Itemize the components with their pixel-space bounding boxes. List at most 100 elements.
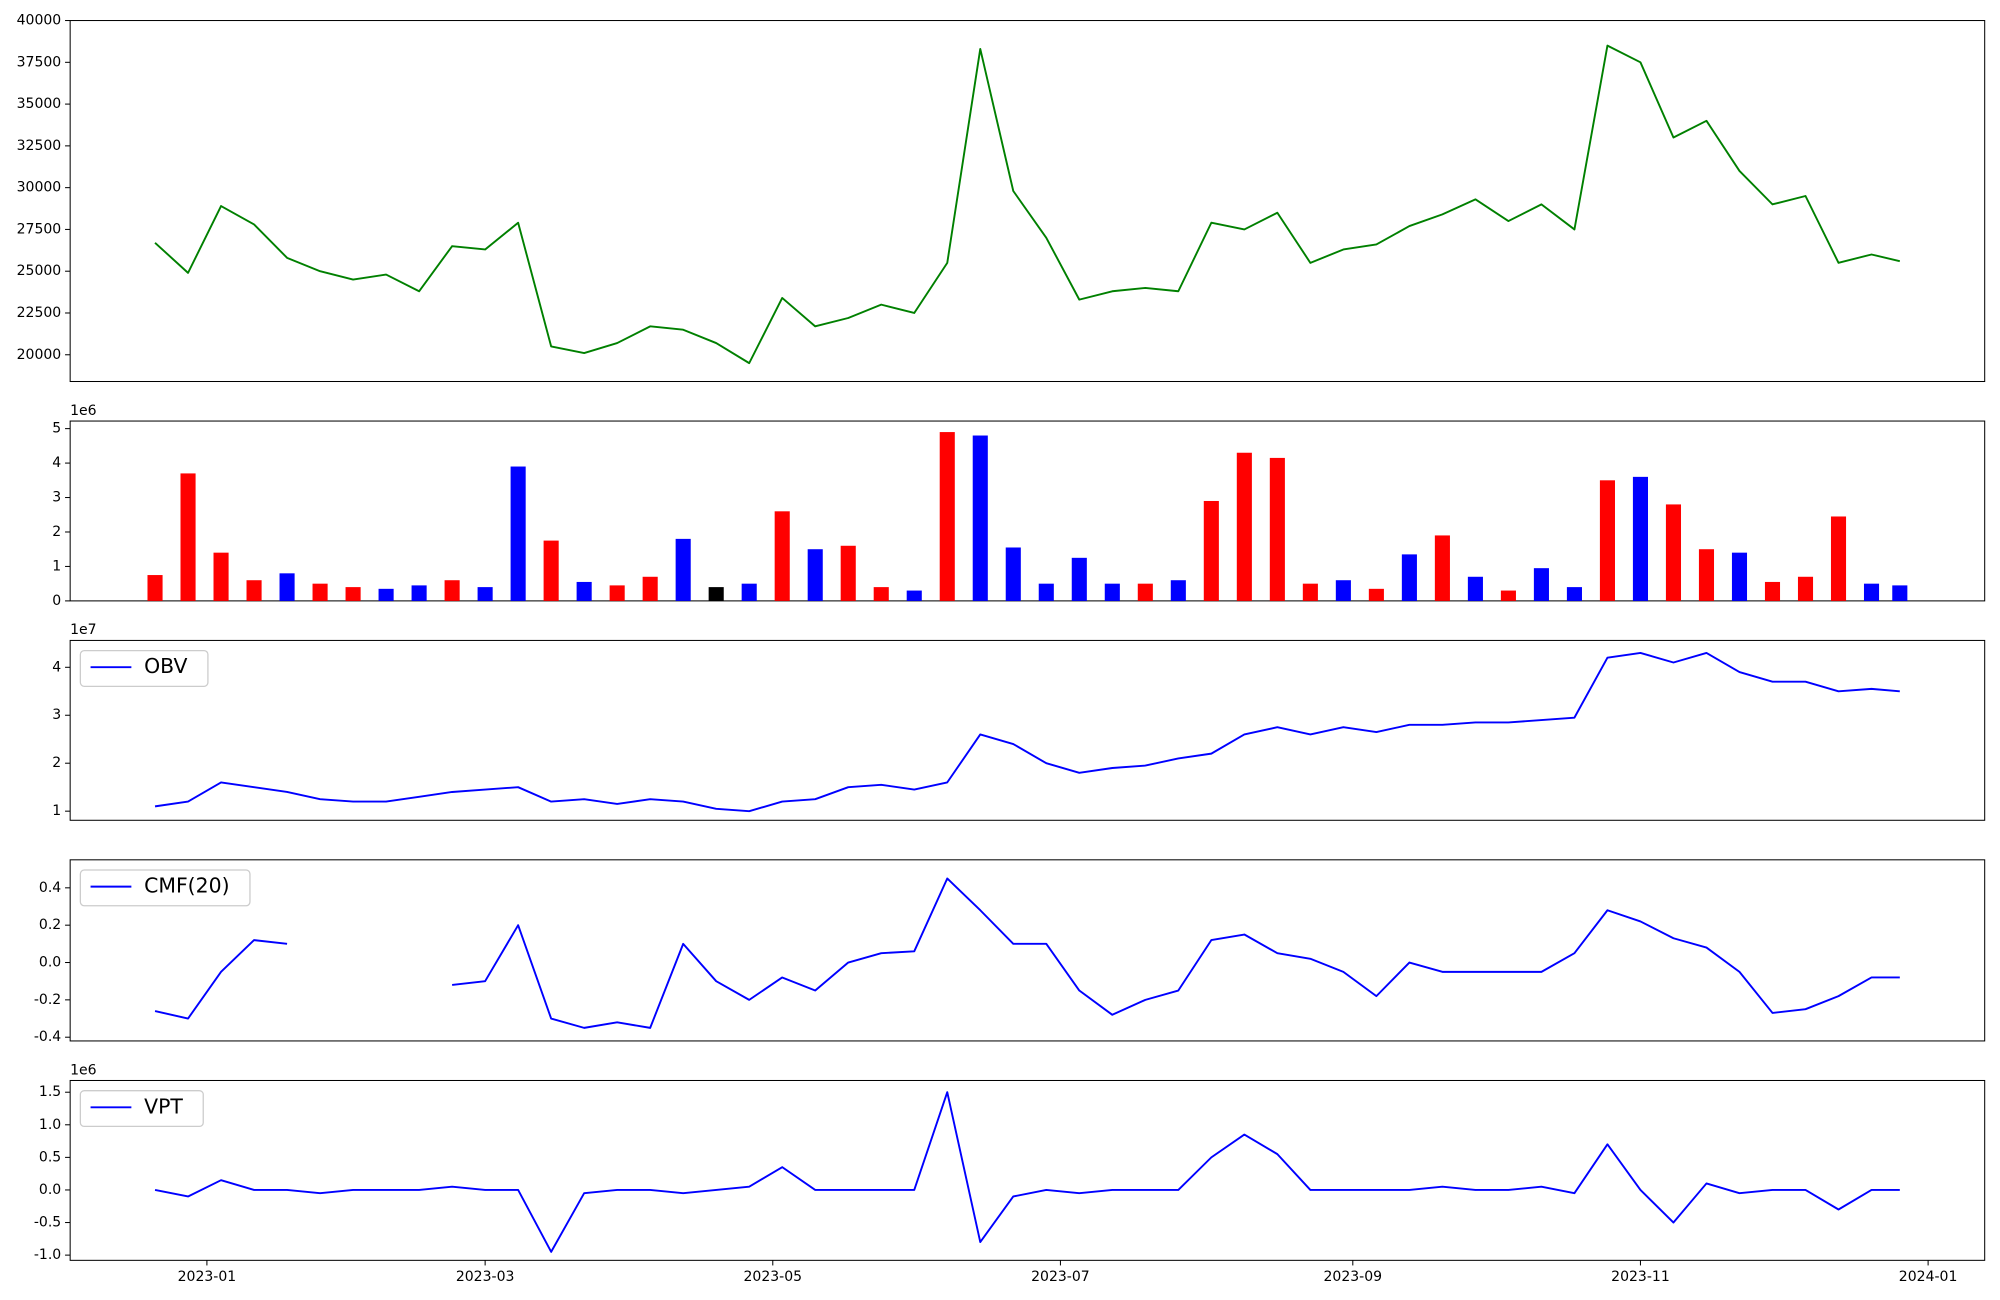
y-tick-label: 3 [52,707,61,723]
series-line [452,877,1900,1029]
bar [1170,580,1186,601]
bar [378,588,394,601]
plot-frame [69,20,1986,383]
bar [1665,504,1682,601]
y-tick-label: 0.0 [39,955,61,971]
bar [147,575,163,601]
x-tick-label: 2023-01 [178,1269,237,1285]
plot-frame [69,639,1986,821]
bar [708,587,724,601]
y-tick-label: 0.5 [39,1149,61,1165]
bar [345,587,361,601]
y-tick-label: 35000 [17,96,62,112]
bar [1892,585,1908,601]
bar [411,585,427,601]
bar [1797,576,1814,601]
y-tick-label: 1.0 [39,1117,61,1133]
bar [1038,583,1054,601]
y-tick-label: 2 [52,524,61,540]
y-tick-label: 0 [52,593,61,609]
bar [180,473,196,601]
plot-frame [69,1079,1986,1261]
bar [906,590,922,601]
bar [807,549,823,601]
bar [1104,583,1120,601]
bar [1335,580,1351,601]
bar [1599,480,1615,601]
series-line [154,651,1900,813]
bar [774,511,790,601]
y-tick-label: 25000 [17,263,62,279]
y-tick-label: 3 [52,490,61,506]
x-tick-label: 2023-09 [1324,1269,1383,1285]
bar [972,435,988,601]
bar [1269,457,1285,601]
legend-label: OBV [144,654,187,678]
legend-label: CMF(20) [144,874,229,898]
offset-label: 1e7 [70,622,96,638]
plot-frame [69,420,1986,602]
bar [246,580,262,601]
bar [1368,588,1384,601]
y-tick-label: 5 [52,421,61,437]
bar [1137,583,1153,601]
bar [1731,552,1748,601]
y-tick-label: -0.5 [34,1215,61,1231]
bar [1830,516,1847,601]
bar [642,576,658,601]
legend-box [79,650,209,687]
bar [840,545,856,601]
bar [1566,587,1582,601]
bar [543,540,559,601]
legend-label: VPT [144,1094,183,1118]
bar [1500,590,1516,601]
y-tick-label: 37500 [17,54,62,70]
y-tick-label: 2 [52,755,61,771]
bar [609,585,625,601]
legend-box [79,1090,204,1128]
y-tick-label: 0.2 [39,917,61,933]
y-tick-label: 27500 [17,221,62,237]
bar [1401,554,1417,601]
y-tick-label: 1 [52,558,61,574]
y-tick-label: 4 [52,659,61,675]
bar [213,552,229,601]
y-tick-label: 0.4 [39,880,61,896]
bar [1203,500,1219,601]
bar [1764,581,1781,601]
series-line [154,939,288,1020]
bar [1071,557,1087,601]
bar [477,587,493,601]
y-tick-label: 1 [52,803,61,819]
y-tick-label: -1.0 [34,1247,61,1263]
y-tick-label: 20000 [17,347,62,363]
y-tick-label: 0.0 [39,1182,61,1198]
x-tick-label: 2023-03 [456,1269,515,1285]
y-tick-label: 32500 [17,138,62,154]
x-tick-label: 2023-11 [1611,1269,1670,1285]
offset-label: 1e6 [70,1062,97,1078]
bar [741,583,757,601]
bar [1434,535,1450,601]
bar [675,538,691,601]
x-tick-label: 2023-07 [1031,1269,1090,1285]
series-line [154,1091,1900,1253]
x-tick-label: 2024-01 [1899,1269,1958,1285]
bar [939,432,955,601]
bar [1005,547,1021,601]
bar [1533,568,1549,601]
x-tick-label: 2023-05 [743,1269,802,1285]
bar [1302,583,1318,601]
series-line [154,44,1901,365]
bar [444,580,460,601]
plot-frame [69,859,1986,1042]
y-tick-label: -0.2 [34,992,61,1008]
bar [279,573,295,601]
bar [873,587,889,601]
y-tick-label: 30000 [17,180,62,196]
bar [1632,476,1648,601]
bar [312,583,328,601]
bar [576,581,592,601]
offset-label: 1e6 [70,403,97,419]
bar [510,466,526,601]
